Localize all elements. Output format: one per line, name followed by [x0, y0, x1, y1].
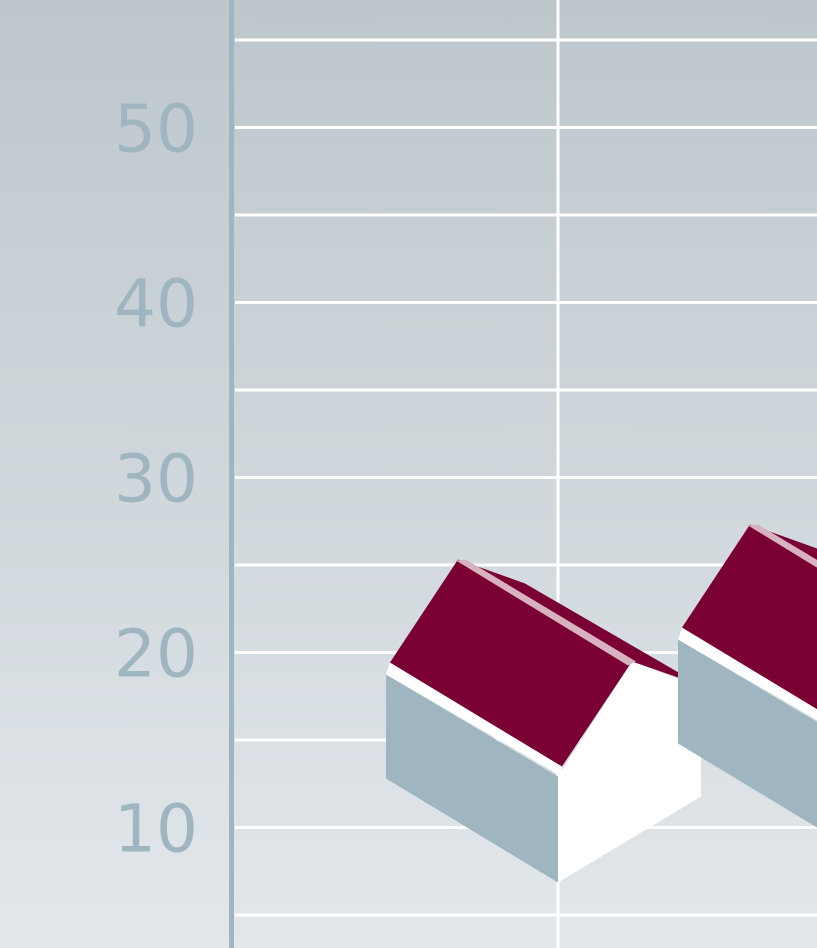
- y-tick-label-30: 30: [114, 441, 198, 518]
- y-tick-label-50: 50: [114, 91, 198, 168]
- house-2-roof: [682, 524, 817, 710]
- house-1-eave: [386, 662, 562, 777]
- house-2-ridge: [748, 524, 817, 568]
- y-tick-label-40: 40: [114, 266, 198, 343]
- house-1-roof: [390, 559, 632, 767]
- y-tick-label-10: 10: [114, 791, 198, 868]
- house-1: [386, 559, 701, 883]
- house-1-side-wall: [386, 674, 558, 883]
- y-axis-ticks: 10 20 30 40 50: [114, 91, 198, 868]
- house-2-eave: [678, 627, 817, 721]
- house-2-side-wall: [678, 639, 817, 828]
- house-2: [678, 524, 817, 828]
- house-marks: [386, 524, 817, 883]
- house-1-ridge: [456, 559, 636, 666]
- y-tick-label-20: 20: [114, 616, 198, 693]
- house-1-roof-back: [458, 559, 701, 686]
- house-1-gable-wall: [558, 661, 701, 883]
